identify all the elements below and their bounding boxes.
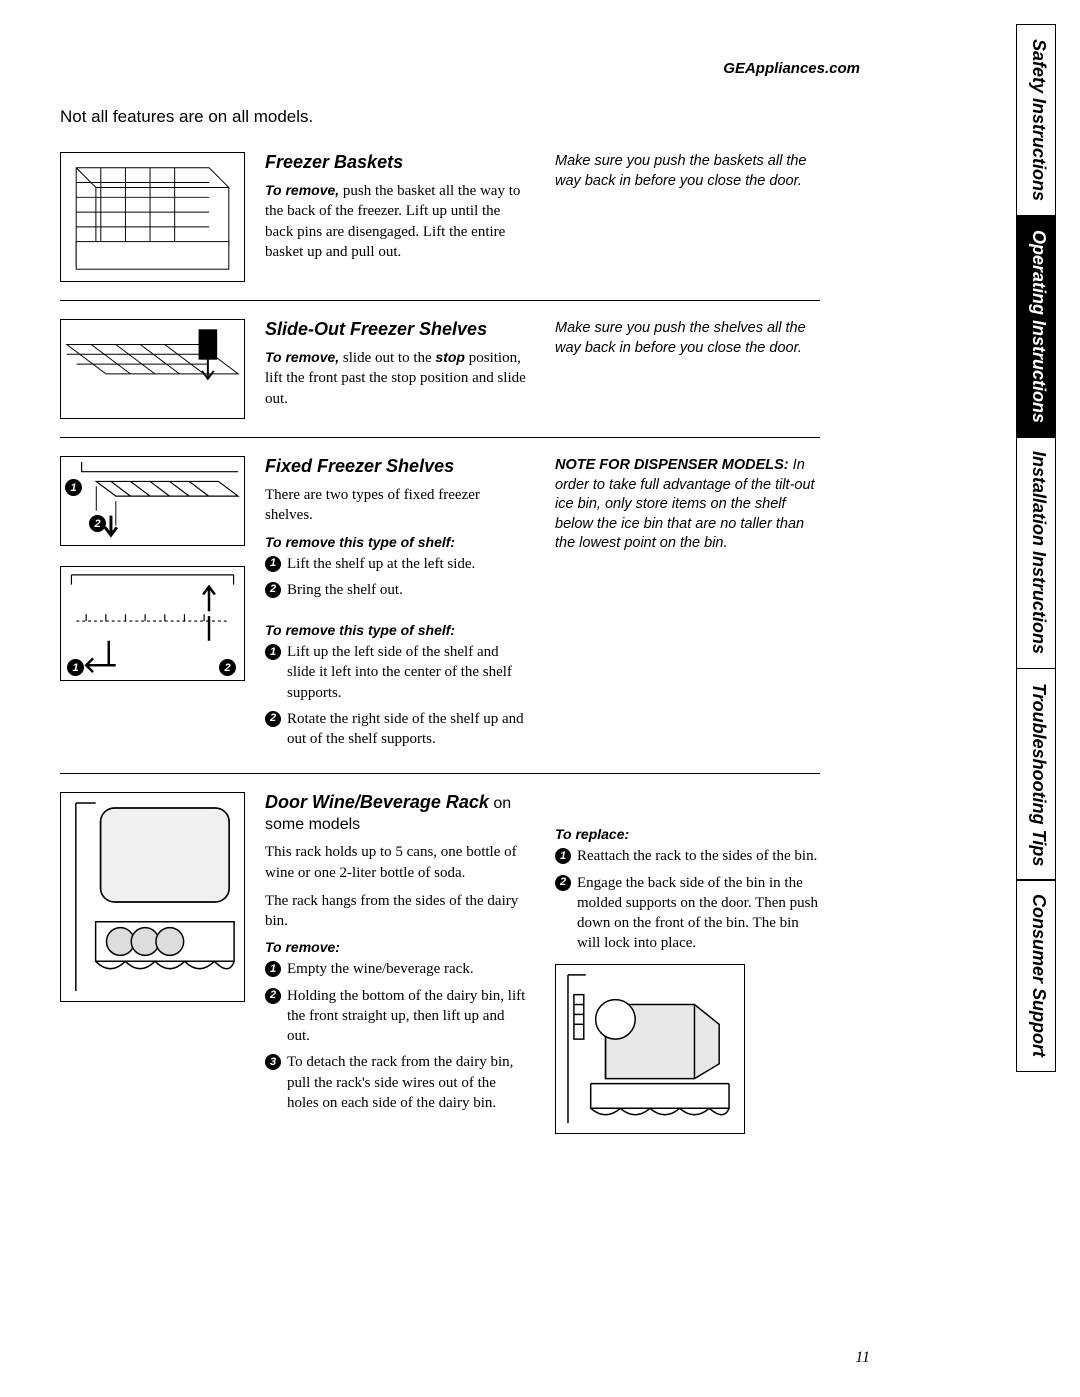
fixed-intro: There are two types of fixed freezer she… [265,485,530,526]
illustration-rack [60,792,245,1133]
rack-title: Door Wine/Beverage Rack on some models [265,792,530,834]
tab-troubleshooting[interactable]: Troubleshooting Tips [1016,668,1056,881]
baskets-note: Make sure you push the baskets all the w… [555,152,820,282]
slide-remove: To remove, slide out to the stop positio… [265,348,530,409]
slide-note: Make sure you push the shelves all the w… [555,319,820,419]
section-rack: Door Wine/Beverage Rack on some models T… [60,792,820,1151]
illustration-slide [60,319,245,419]
section-baskets: Freezer Baskets To remove, push the bask… [60,152,820,301]
fixed-list1: 1Lift the shelf up at the left side. 2Br… [265,554,530,601]
tab-safety[interactable]: Safety Instructions [1016,24,1056,216]
rack-p1: This rack holds up to 5 cans, one bottle… [265,842,530,883]
baskets-remove: To remove, push the basket all the way t… [265,181,530,262]
baskets-title: Freezer Baskets [265,152,530,173]
slide-title: Slide-Out Freezer Shelves [265,319,530,340]
fixed-list2: 1Lift up the left side of the shelf and … [265,642,530,749]
rack-remove-list: 1Empty the wine/beverage rack. 2Holding … [265,959,530,1113]
rack-replace-head: To replace: [555,826,820,842]
illustration-basket [60,152,245,282]
illustration-replace [555,964,745,1134]
tab-operating[interactable]: Operating Instructions [1016,215,1056,438]
page-number: 11 [855,1349,870,1367]
section-slide: Slide-Out Freezer Shelves To remove, sli… [60,319,820,438]
fixed-note: NOTE FOR DISPENSER MODELS: In order to t… [555,456,820,755]
tab-installation[interactable]: Installation Instructions [1016,436,1056,669]
rack-replace-list: 1Reattach the rack to the sides of the b… [555,846,820,953]
fixed-sub1: To remove this type of shelf: [265,534,530,550]
header-url: GEAppliances.com [60,60,860,77]
rack-remove-head: To remove: [265,939,530,955]
fixed-sub2: To remove this type of shelf: [265,622,530,638]
side-tabs: Safety Instructions Operating Instructio… [1016,24,1056,1224]
section-fixed: 1 2 1 2 [60,456,820,774]
tab-consumer[interactable]: Consumer Support [1016,879,1056,1072]
intro-text: Not all features are on all models. [60,107,820,127]
rack-p2: The rack hangs from the sides of the dai… [265,891,530,932]
illustration-fixed: 1 2 1 2 [60,456,245,755]
fixed-title: Fixed Freezer Shelves [265,456,530,477]
